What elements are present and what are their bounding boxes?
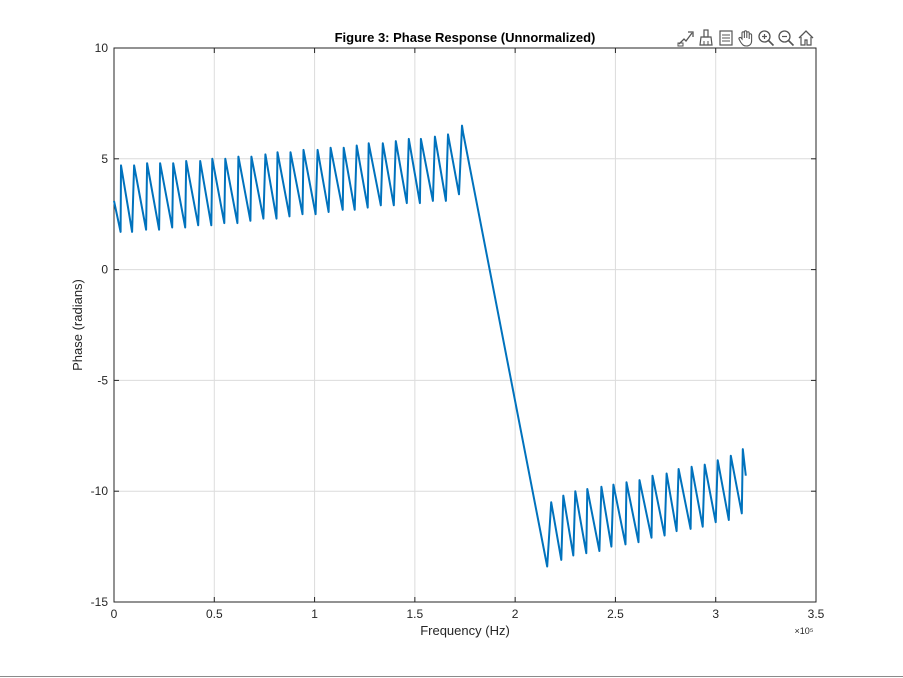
- y-tick-label: -5: [97, 373, 108, 387]
- y-tick-label: -15: [91, 595, 109, 609]
- x-tick-label: 1: [311, 607, 318, 621]
- data-tips-icon[interactable]: [676, 28, 696, 48]
- axes-box: [113, 47, 817, 603]
- x-tick-label: 0: [111, 607, 118, 621]
- pan-hand-icon[interactable]: [736, 28, 756, 48]
- axis-ticks: 0 0.5 1 1.5 2 2.5 3 3.5 -15 -10 -5 0 5 10: [91, 41, 825, 621]
- brush-icon[interactable]: [696, 28, 716, 48]
- y-tick-label: -10: [91, 484, 109, 498]
- x-tick-label: 3: [712, 607, 719, 621]
- y-tick-label: 0: [101, 263, 108, 277]
- axes-toolbar: [676, 28, 816, 50]
- zoom-out-icon[interactable]: [776, 28, 796, 48]
- phase-series-line: [113, 124, 747, 568]
- x-exponent-label: ×10⁵: [795, 626, 814, 636]
- y-axis-label: Phase (radians): [70, 279, 85, 371]
- zoom-in-icon[interactable]: [756, 28, 776, 48]
- x-tick-label: 1.5: [407, 607, 424, 621]
- data-cursor-icon[interactable]: [716, 28, 736, 48]
- series-group: [113, 124, 747, 568]
- window-bottom-border: [0, 676, 903, 677]
- x-tick-label: 3.5: [808, 607, 825, 621]
- y-tick-label: 5: [101, 152, 108, 166]
- x-tick-label: 2: [512, 607, 519, 621]
- home-icon[interactable]: [796, 28, 816, 48]
- chart-title: Figure 3: Phase Response (Unnormalized): [335, 30, 596, 45]
- y-tick-label: 10: [95, 41, 109, 55]
- x-tick-label: 0.5: [206, 607, 223, 621]
- grid-lines: [114, 48, 816, 602]
- x-axis-label: Frequency (Hz): [420, 623, 510, 638]
- x-tick-label: 2.5: [607, 607, 624, 621]
